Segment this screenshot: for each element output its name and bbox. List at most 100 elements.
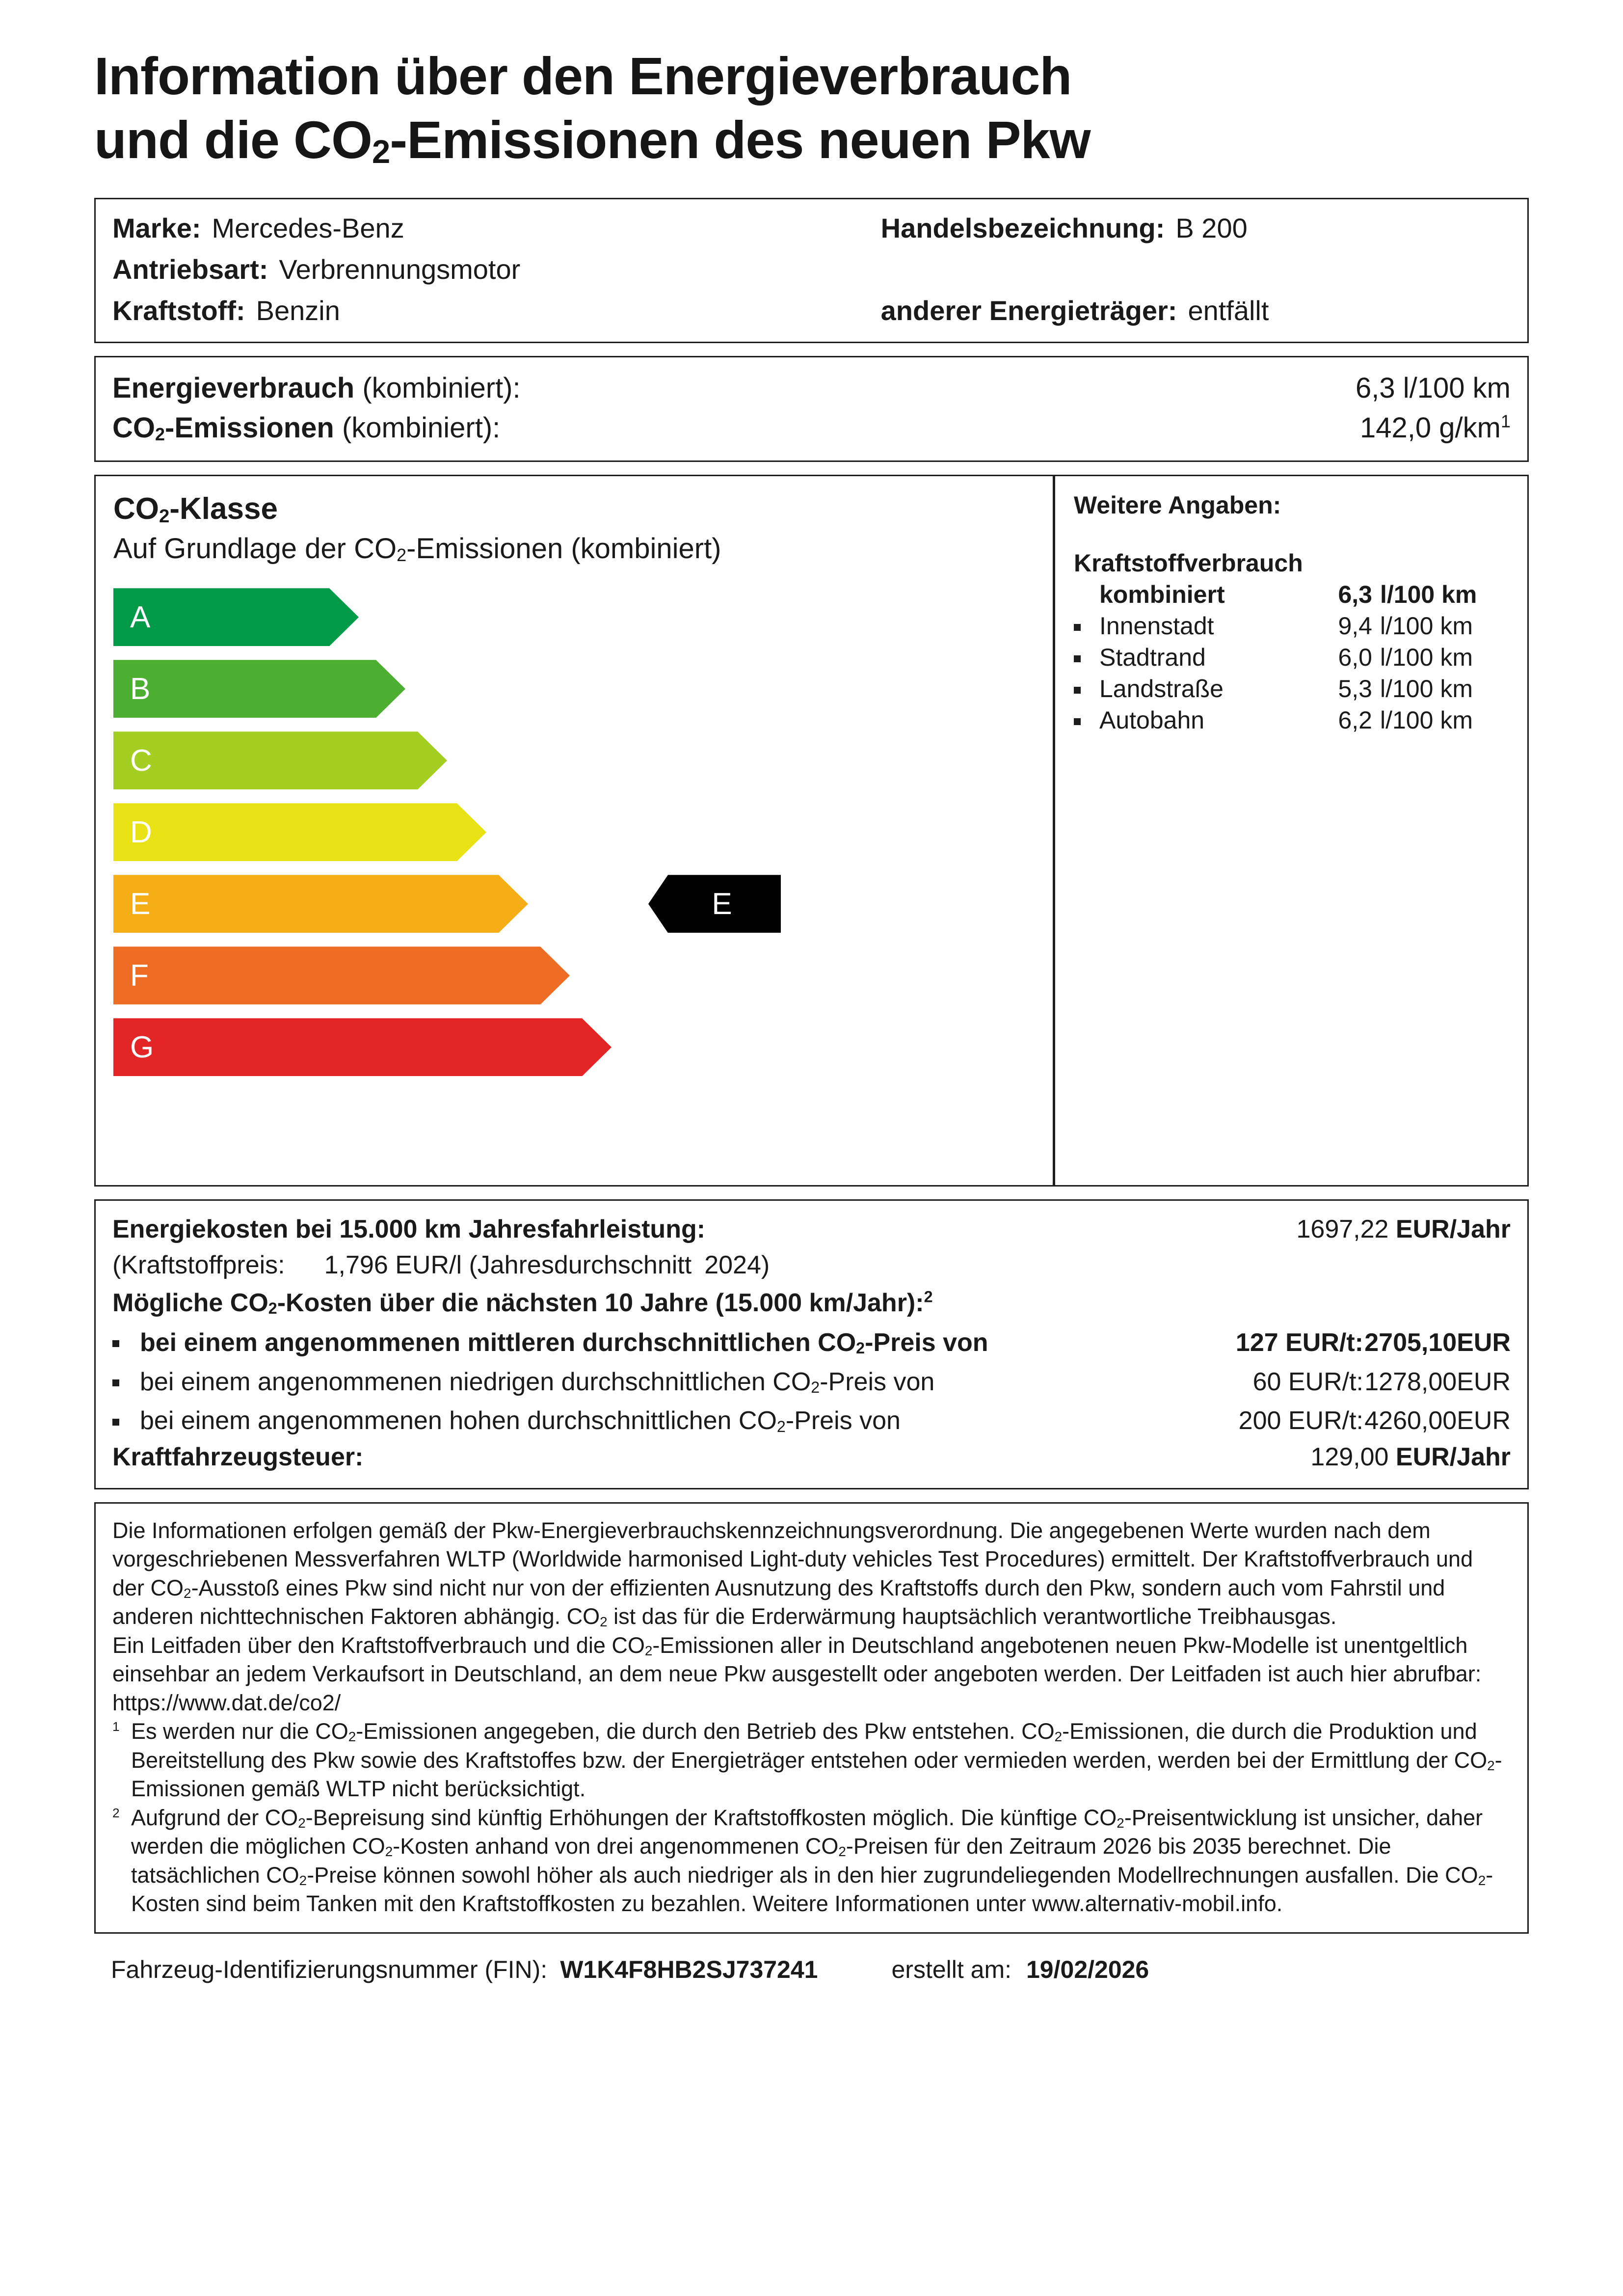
bullet-square-icon	[112, 1400, 140, 1439]
marke-label: Marke:	[112, 213, 201, 244]
consumption-row-value: 9,4	[1338, 612, 1372, 640]
co2-cost-total: 2705,10EUR	[1364, 1328, 1511, 1357]
page-title: Information über den Energieverbrauch un…	[94, 44, 1529, 171]
kraftstoffpreis-year: 2024	[704, 1251, 761, 1280]
co2-class-heading: CO2-Klasse	[113, 492, 278, 527]
costs-box: Energiekosten bei 15.000 km Jahresfahrle…	[94, 1199, 1529, 1489]
row-energieverbrauch: Energieverbrauch (kombiniert): 6,3 l/100…	[112, 368, 1511, 408]
selected-class-label: E	[712, 887, 732, 921]
efficiency-class-label: B	[130, 672, 151, 706]
co2-price-assumption: 200 EUR/t:	[1238, 1406, 1363, 1435]
row-energiekosten: Energiekosten bei 15.000 km Jahresfahrle…	[112, 1212, 1511, 1247]
bullet-square-icon	[112, 1361, 140, 1401]
vehicle-info-grid: Marke: Mercedes-Benz Handelsbezeichnung:…	[112, 210, 1511, 329]
efficiency-class-row-F: F	[113, 946, 1053, 1004]
field-handelsbezeichnung: Handelsbezeichnung: B 200	[881, 210, 1511, 246]
efficiency-class-row-D: D	[113, 803, 1053, 861]
co2-class-scale-panel: CO2-Klasse Auf Grundlage der CO2-Emissio…	[96, 476, 1053, 1185]
document-footer: Fahrzeug-Identifizierungsnummer (FIN): W…	[94, 1946, 1529, 2003]
created-label: erstellt am:	[891, 1955, 1011, 1983]
footnote-1-body: Es werden nur die CO2-Emissionen angegeb…	[131, 1719, 1502, 1802]
bullet-square-icon	[1074, 642, 1099, 673]
weitere-angaben-panel: Weitere Angaben: Kraftstoffverbrauch kom…	[1053, 476, 1527, 1186]
row-kraftstoffpreis: (Kraftstoffpreis: 1,796 EUR/l (Jahresdurc…	[112, 1247, 1511, 1283]
footnote-2-body: Aufgrund der CO2-Bepreisung sind künftig…	[131, 1805, 1493, 1917]
efficiency-class-label: C	[130, 743, 152, 778]
kraftstoffpreis-value: 1,796	[324, 1251, 388, 1280]
consumption-row: Innenstadt 9,4 l/100 km	[1074, 610, 1527, 642]
co2-period-from: 2026	[1102, 1834, 1152, 1859]
consumption-row-value: 5,3	[1338, 675, 1372, 703]
co2-cost-bullet-text: bei einem angenommenen mittleren durchsc…	[140, 1328, 988, 1357]
vehicle-info-box: Marke: Mercedes-Benz Handelsbezeichnung:…	[94, 198, 1529, 343]
efficiency-class-row-A: A	[113, 588, 1053, 646]
kraftfahrzeugsteuer-label: Kraftfahrzeugsteuer:	[112, 1443, 364, 1472]
weitere-angaben-title: Weitere Angaben:	[1074, 491, 1281, 519]
consumption-row-unit: l/100 km	[1380, 706, 1473, 734]
co2-price-assumption: 60 EUR/t:	[1252, 1367, 1363, 1396]
consumption-row-value: 6,2	[1338, 706, 1372, 734]
kraftstoffpreis-label: (Kraftstoffpreis:	[112, 1251, 285, 1280]
consumption-row-name: Stadtrand	[1099, 644, 1206, 672]
co2-cost-bullet-text: bei einem angenommenen niedrigen durchsc…	[140, 1367, 935, 1396]
co2-emissionen-label: CO2-Emissionen (kombiniert):	[112, 412, 501, 445]
anderer-energietraeger-label: anderer Energieträger:	[880, 295, 1177, 326]
co2-cost-bullet: bei einem angenommenen mittleren durchsc…	[112, 1322, 1511, 1361]
consumption-row-unit: l/100 km	[1380, 644, 1473, 672]
fin-label: Fahrzeug-Identifizierungsnummer (FIN):	[111, 1955, 548, 1983]
spacer-cell	[881, 251, 1511, 288]
consumption-row: kombiniert 6,3 l/100 km	[1074, 579, 1527, 610]
footnote-1: 1 Es werden nur die CO2-Emissionen angeg…	[112, 1717, 1511, 1804]
legal-notice-box: Die Informationen erfolgen gemäß der Pkw…	[94, 1502, 1529, 1934]
antriebsart-label: Antriebsart:	[112, 254, 268, 285]
co2-class-subheading: Auf Grundlage der CO2-Emissionen (kombin…	[113, 532, 721, 565]
kraftstoffverbrauch-table: kombiniert 6,3 l/100 km Innenstadt 9,4 l/100 …	[1074, 579, 1527, 736]
handelsbezeichnung-value: B 200	[1175, 213, 1248, 244]
marke-value: Mercedes-Benz	[212, 213, 404, 244]
bullet-square-icon	[112, 1322, 140, 1361]
efficiency-class-label: F	[130, 958, 149, 993]
efficiency-class-bar-C: C	[113, 731, 447, 789]
co2-cost-bullet: bei einem angenommenen niedrigen durchsc…	[112, 1361, 1511, 1401]
consumption-row: Stadtrand 6,0 l/100 km	[1074, 642, 1527, 673]
footnote-2: 2 Aufgrund der CO2-Bepreisung sind künft…	[112, 1804, 1511, 1918]
co2-cost-total: 4260,00EUR	[1364, 1406, 1511, 1435]
bullet-square-icon	[1074, 673, 1099, 704]
efficiency-class-bar-F: F	[113, 946, 570, 1004]
efficiency-class-row-C: C	[113, 731, 1053, 789]
co2-price-assumption: 127 EUR/t:	[1235, 1328, 1363, 1357]
legal-text: Die Informationen erfolgen gemäß der Pkw…	[112, 1516, 1511, 1918]
co2-kosten-bullet-list: bei einem angenommenen mittleren durchsc…	[112, 1322, 1511, 1439]
consumption-row-unit: l/100 km	[1380, 581, 1477, 609]
energiekosten-label: Energiekosten bei 15.000 km Jahresfahrle…	[112, 1215, 706, 1244]
consumption-row-name: Innenstadt	[1099, 612, 1214, 640]
consumption-box: Energieverbrauch (kombiniert): 6,3 l/100…	[94, 355, 1529, 462]
co2-period-to: 2035	[1192, 1834, 1242, 1859]
field-antriebsart: Antriebsart: Verbrennungsmotor	[112, 251, 881, 288]
efficiency-class-row-G: G	[113, 1018, 1053, 1076]
kraftfahrzeugsteuer-value: 129,00 EUR/Jahr	[1310, 1443, 1511, 1472]
bullet-spacer	[1074, 579, 1099, 610]
page-title-line1: Information über den Energieverbrauch	[94, 46, 1072, 106]
efficiency-class-bar-B: B	[113, 660, 405, 718]
efficiency-class-bar-D: D	[113, 803, 486, 861]
antriebsart-value: Verbrennungsmotor	[279, 254, 521, 285]
field-marke: Marke: Mercedes-Benz	[112, 210, 881, 246]
field-kraftstoff: Kraftstoff: Benzin	[112, 293, 881, 329]
co2-kosten-heading: Mögliche CO2-Kosten über die nächsten 10…	[112, 1288, 933, 1318]
fin-value: W1K4F8HB2SJ737241	[560, 1955, 818, 1983]
consumption-row-name: Landstraße	[1099, 675, 1224, 703]
consumption-row-unit: l/100 km	[1380, 675, 1473, 703]
efficiency-class-label: D	[130, 815, 152, 849]
bullet-square-icon	[1074, 704, 1099, 736]
selected-class-marker: E	[648, 875, 781, 933]
consumption-row-name: kombiniert	[1099, 581, 1225, 609]
handelsbezeichnung-label: Handelsbezeichnung:	[880, 213, 1165, 244]
energieverbrauch-value: 6,3 l/100 km	[1356, 372, 1511, 404]
footnote-1-marker: 1	[112, 1719, 120, 1734]
efficiency-class-bar-A: A	[113, 588, 359, 646]
consumption-row-value: 6,3	[1338, 581, 1372, 609]
field-anderer-energietraeger: anderer Energieträger: entfällt	[881, 293, 1511, 329]
consumption-row-value: 6,0	[1338, 644, 1372, 672]
